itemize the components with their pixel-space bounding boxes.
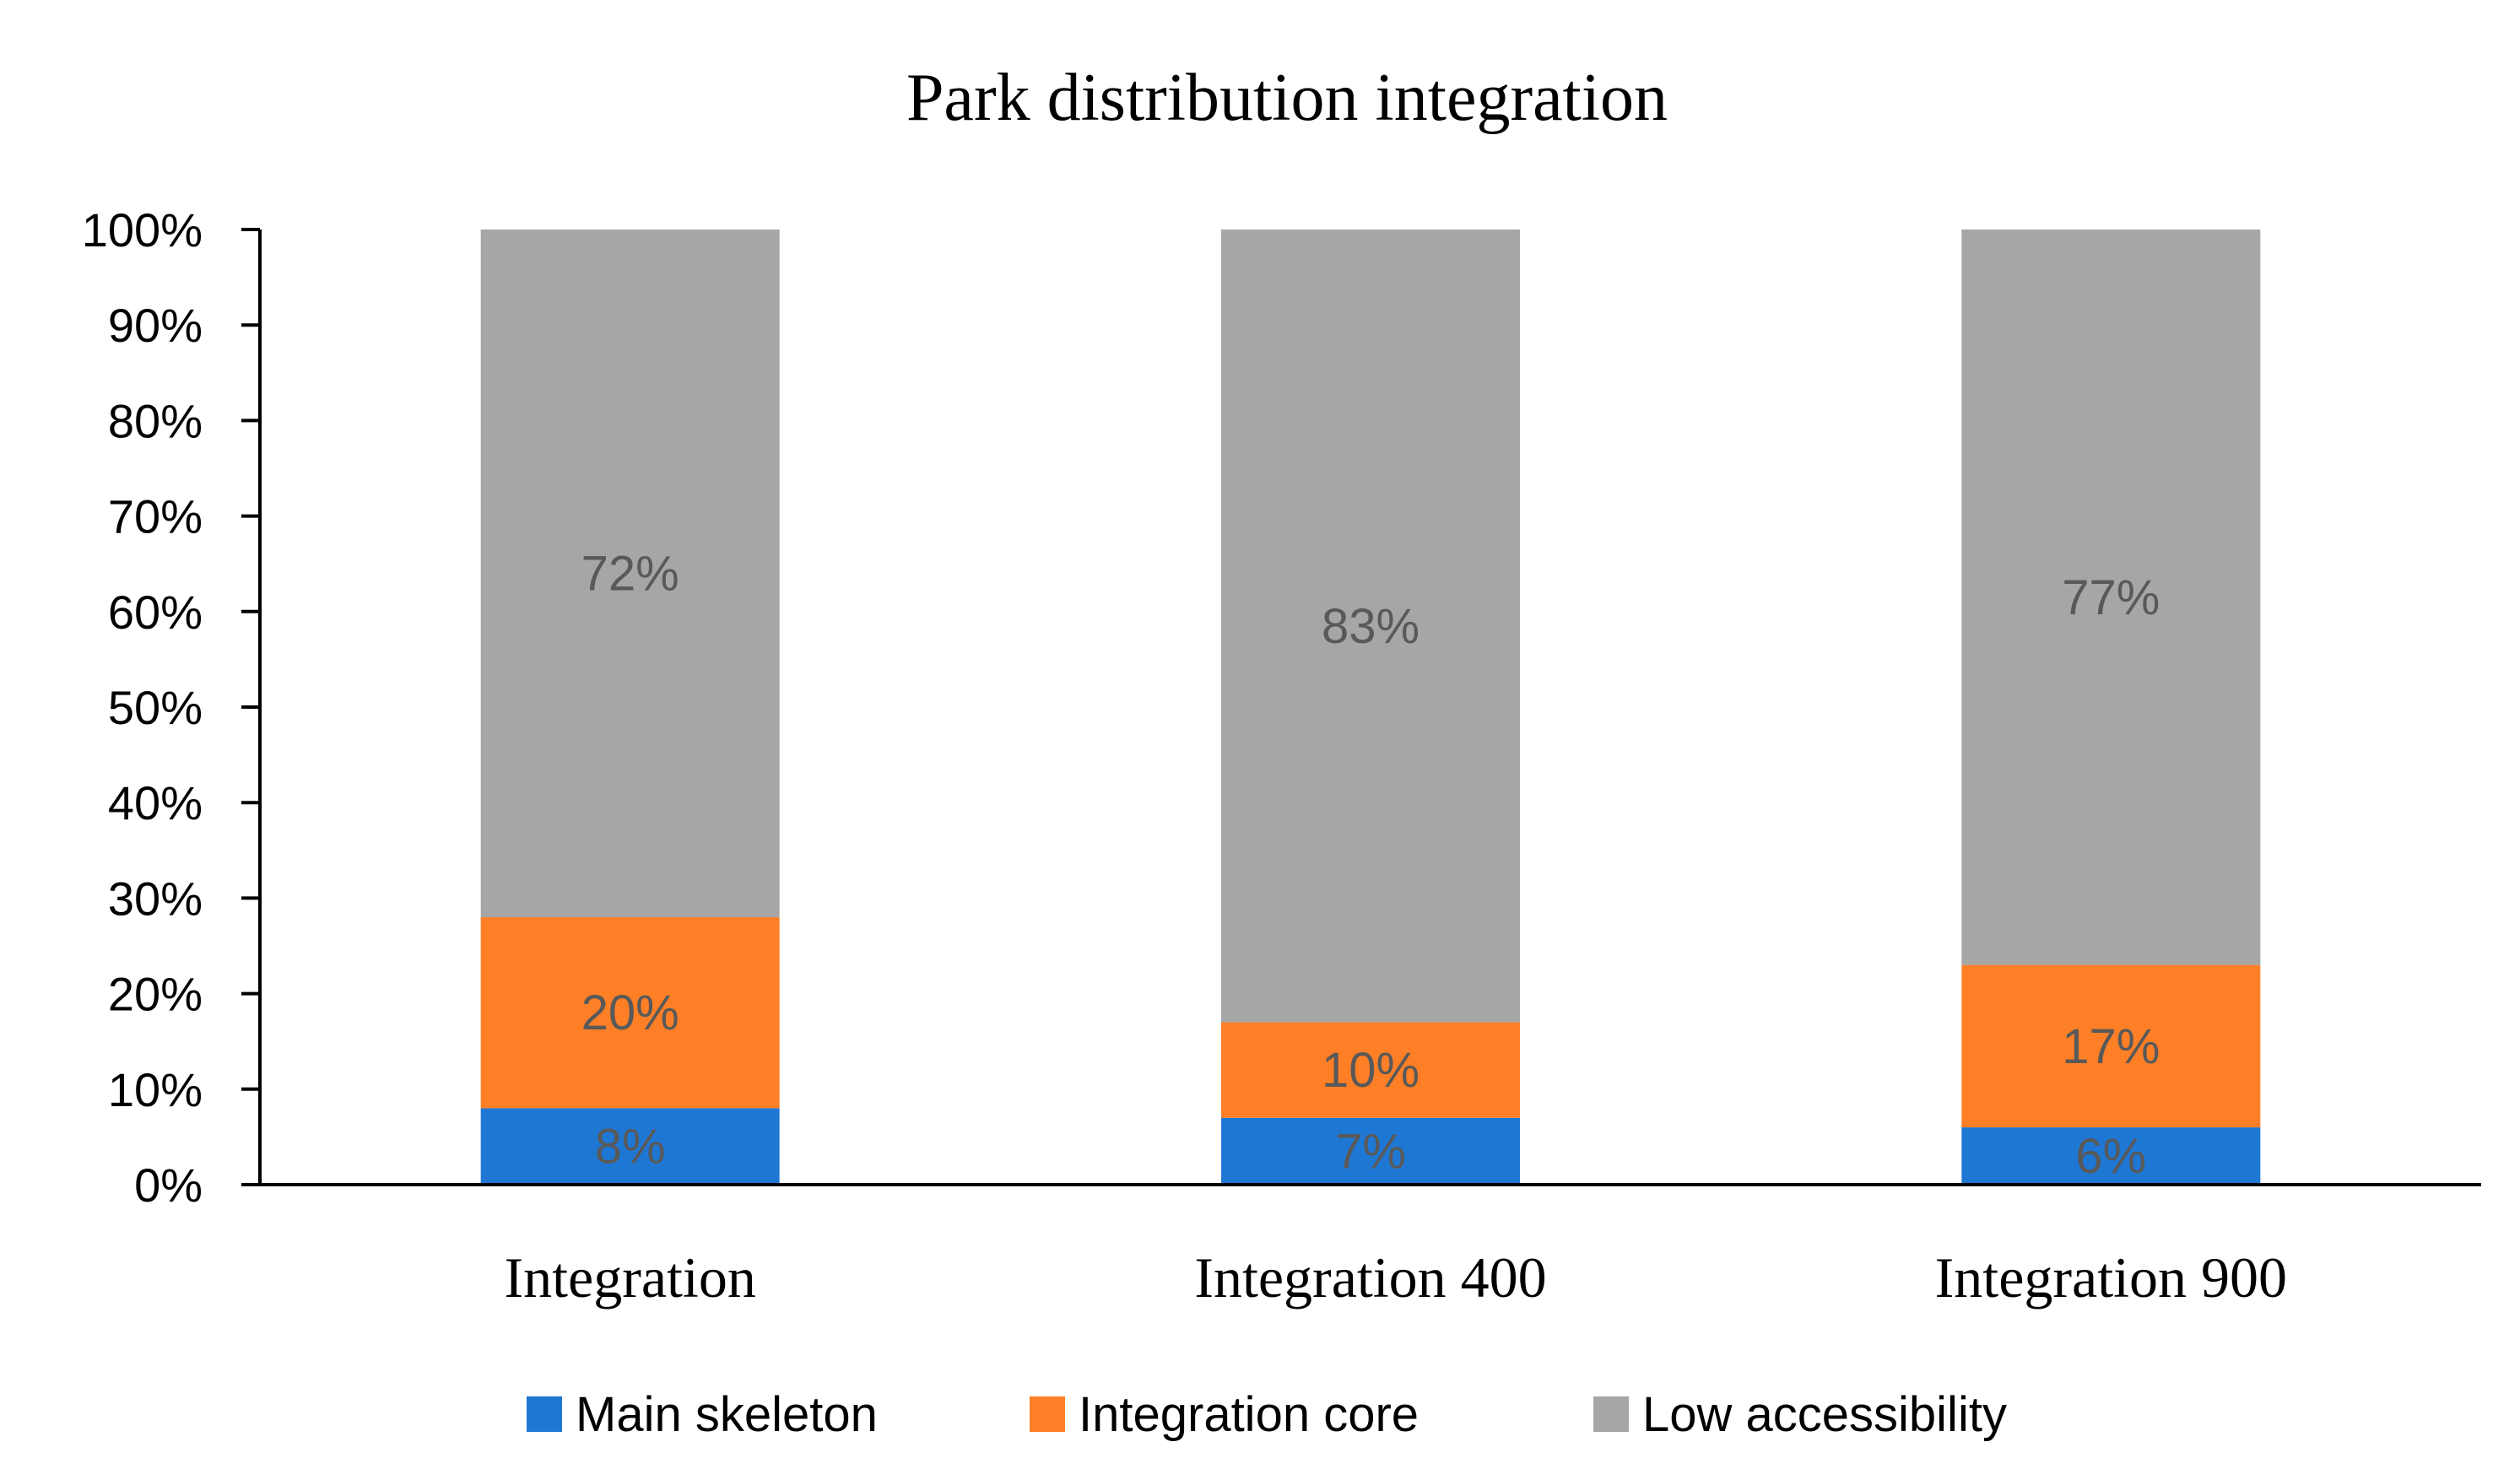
data-label: 72% — [581, 547, 679, 602]
legend-label: Integration core — [1079, 1387, 1419, 1442]
y-tick-label: 60% — [108, 586, 203, 639]
legend-swatch — [1030, 1396, 1065, 1432]
legend: Main skeleton Integration core Low accessi… — [527, 1387, 2007, 1442]
y-tick-label: 40% — [108, 776, 203, 829]
y-tick-label: 0% — [134, 1158, 203, 1212]
y-tick-label: 50% — [108, 681, 203, 734]
chart-title: Park distribution integration — [906, 61, 1668, 135]
bar-segment — [480, 230, 780, 918]
data-label: 7% — [1335, 1124, 1406, 1179]
y-tick-label: 30% — [108, 872, 203, 925]
data-labels-group: 8% 20% 72% 7% 10% 83% 6% 17% 77% — [581, 547, 2160, 1185]
bar-segment — [1961, 1127, 2261, 1185]
bar-segment — [1961, 964, 2261, 1128]
data-label: 17% — [2062, 1019, 2160, 1074]
data-label: 77% — [2062, 570, 2160, 625]
data-label: 6% — [2075, 1129, 2146, 1184]
bar-segment — [1221, 1117, 1520, 1185]
x-axis: Integration Integration 400 Integration 90… — [260, 1183, 2481, 1310]
y-tick-label: 20% — [108, 968, 203, 1021]
data-label: 20% — [581, 986, 679, 1040]
legend-swatch — [527, 1396, 562, 1432]
bar-segment — [480, 1108, 780, 1185]
bars-group — [480, 230, 2261, 1185]
data-label: 8% — [595, 1120, 666, 1175]
y-tick-label: 10% — [108, 1063, 203, 1116]
legend-swatch — [1593, 1396, 1629, 1432]
y-tick-label: 70% — [108, 490, 203, 543]
y-tick-label: 90% — [108, 299, 203, 352]
x-category-label: Integration 400 — [1194, 1245, 1546, 1310]
legend-label: Main skeleton — [576, 1387, 878, 1442]
y-tick-label: 100% — [82, 203, 203, 257]
bar-segment — [1961, 230, 2261, 965]
bar-segment — [480, 917, 780, 1109]
x-category-label: Integration 900 — [1935, 1245, 2287, 1310]
y-axis: 0% 10% 20% 30% 40% 50% 60% 70% 80% 90% 100% — [82, 203, 262, 1212]
y-tick-label: 80% — [108, 394, 203, 447]
bar-segment — [1221, 230, 1520, 1023]
x-category-label: Integration — [504, 1245, 755, 1310]
bar-segment — [1221, 1022, 1520, 1118]
data-label: 83% — [1322, 599, 1420, 654]
legend-label: Low accessibility — [1642, 1387, 2007, 1442]
data-label: 10% — [1322, 1043, 1420, 1098]
